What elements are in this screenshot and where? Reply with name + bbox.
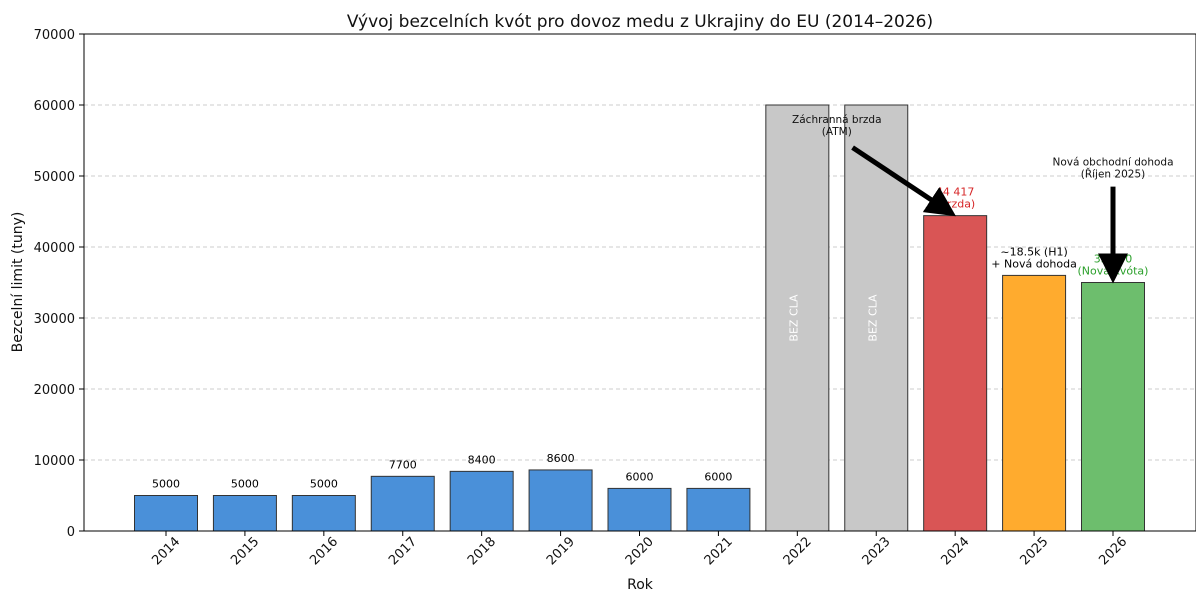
x-tick-label: 2025 [1017,534,1051,568]
y-tick-label: 30000 [34,312,75,327]
annotation-arrow [851,145,957,217]
x-tick-label: 2016 [307,534,341,568]
y-tick-label: 60000 [34,99,75,114]
bar-2015 [212,495,277,532]
bar-2017 [370,475,435,532]
y-tick-label: 10000 [34,454,75,469]
bar-value-label: 6000 [704,470,732,483]
x-tick-label: 2018 [465,534,499,568]
bar-2021 [686,487,751,532]
x-tick-label: 2017 [386,534,420,568]
bar-inside-label: BEZ CLA [787,294,800,342]
x-tick-label: 2023 [860,534,894,568]
annotations: Záchranná brzda (ATM) Nová obchodní dohoda… [792,114,1174,284]
x-tick-label: 2024 [939,534,973,568]
bars [134,104,1145,532]
x-tick-label: 2019 [544,534,578,568]
annotation-text: Záchranná brzda (ATM) [792,114,881,138]
bar-value-label: 5000 [231,478,259,491]
bar-2014 [134,495,198,532]
y-tick-label: 0 [67,525,75,540]
x-tick-label: 2015 [228,534,262,568]
x-tick-label: 2022 [781,534,815,568]
bar-value-label: 6000 [626,470,654,483]
bar-2026 [1081,282,1145,532]
x-tick-label: 2014 [149,534,183,568]
x-tick-label: 2021 [702,534,736,568]
bar-2024 [923,215,988,532]
bar-2025 [1002,274,1067,532]
bar-value-label: 5000 [152,478,180,491]
bar-value-label: 8600 [547,452,575,465]
annotation-text: Nová obchodní dohoda (Říjen 2025) [1052,156,1173,180]
bar-2019 [528,469,593,532]
bar-2016 [291,495,356,532]
y-axis-label: Bezcelní limit (tuny) [10,212,26,353]
y-tick-label: 70000 [34,28,75,43]
x-tick-label: 2020 [623,534,657,568]
x-tick-label: 2026 [1096,534,1130,568]
bar-value-label: 8400 [468,453,496,466]
bar-value-label: 7700 [389,458,417,471]
bar-2020 [607,487,672,532]
bar-2018 [449,470,514,532]
y-tick-label: 40000 [34,241,75,256]
y-tick-label: 20000 [34,383,75,398]
y-axis: 0 10000 20000 30000 40000 50000 60000 70000 [34,28,84,540]
x-axis: 2014 2015 2016 2017 2018 2019 2020 2021 2022 2023… [149,531,1130,568]
bar-value-label: ~18.5k (H1) + Nová dohoda [991,245,1077,270]
chart-title: Vývoj bezcelních kvót pro dovoz medu z U… [347,12,933,32]
x-axis-label: Rok [627,577,654,593]
bar-labels: 5000 5000 5000 7700 8400 8600 6000 6000 BEZ CLA B… [152,186,1148,491]
y-tick-label: 50000 [34,170,75,185]
bar-value-label: 5000 [310,478,338,491]
bar-inside-label: BEZ CLA [866,294,879,342]
